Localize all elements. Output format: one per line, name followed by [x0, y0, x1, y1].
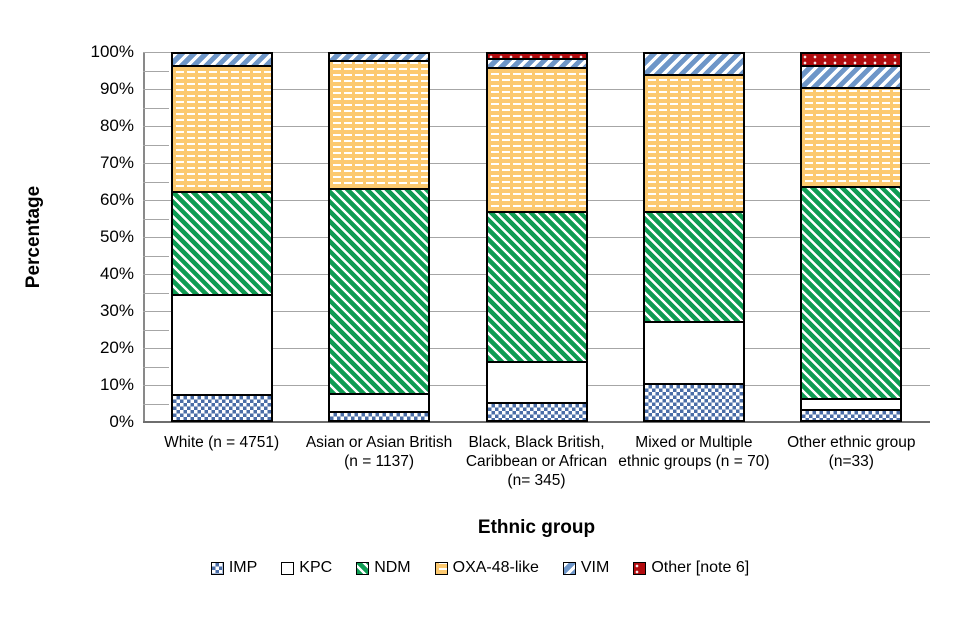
minor-tick	[143, 70, 169, 72]
legend-item-oxa-48-like: OXA-48-like	[434, 559, 539, 577]
segment-kpc	[330, 392, 429, 411]
legend-item-other-note-6-: Other [note 6]	[633, 559, 749, 577]
minor-tick	[143, 144, 169, 146]
segment-vim	[487, 57, 586, 67]
x-category-label: White (n = 4751)	[164, 434, 280, 451]
segment-ndm	[487, 211, 586, 362]
legend: IMP KPC NDM OXA-48-like VIM Other [note 6]	[0, 559, 960, 577]
plot-area	[143, 52, 930, 422]
segment-imp	[172, 394, 271, 420]
segment-oxa-48-like	[330, 59, 429, 188]
y-tick-label: 40%	[99, 264, 134, 283]
bar-3	[485, 52, 588, 422]
x-axis-line	[143, 421, 930, 423]
segment-oxa-48-like	[487, 66, 586, 212]
y-tick-label: 20%	[99, 338, 134, 357]
bar-2	[328, 52, 431, 422]
legend-label: IMP	[228, 559, 258, 576]
y-tick-label: 80%	[99, 116, 134, 135]
legend-swatch	[356, 561, 370, 575]
minor-tick	[143, 292, 169, 294]
x-category-label: Black, Black British, Caribbean or Afric…	[465, 434, 608, 489]
minor-tick	[143, 218, 169, 220]
segment-kpc	[644, 321, 743, 384]
y-tick-label: 10%	[99, 375, 134, 394]
segment-imp	[330, 410, 429, 420]
segment-oxa-48-like	[644, 74, 743, 212]
legend-label: NDM	[374, 559, 411, 576]
segment-vim	[172, 54, 271, 66]
minor-tick	[143, 107, 169, 109]
bar-1	[170, 52, 273, 422]
segment-vim	[644, 54, 743, 75]
y-tick-label: 100%	[90, 42, 134, 61]
y-tick-label: 90%	[99, 79, 134, 98]
legend-swatch	[562, 561, 576, 575]
x-category-label: Mixed or Multiple ethnic groups (n = 70)	[618, 434, 770, 470]
segment-other-note-6-	[802, 54, 901, 66]
segment-oxa-48-like	[172, 65, 271, 192]
segment-imp	[802, 409, 901, 420]
legend-item-imp: IMP	[210, 559, 258, 577]
segment-ndm	[644, 211, 743, 322]
segment-oxa-48-like	[802, 86, 901, 186]
legend-swatch	[434, 561, 448, 575]
minor-tick	[143, 366, 169, 368]
segment-kpc	[487, 361, 586, 402]
y-tick-label: 30%	[99, 301, 134, 320]
segment-ndm	[802, 185, 901, 399]
bar-5	[800, 52, 903, 422]
legend-swatch	[281, 561, 295, 575]
minor-tick	[143, 329, 169, 331]
y-tick-label: 60%	[99, 190, 134, 209]
segment-imp	[644, 383, 743, 420]
legend-label: OXA-48-like	[452, 559, 539, 576]
segment-kpc	[172, 293, 271, 395]
legend-swatch	[210, 561, 224, 575]
segment-imp	[487, 401, 586, 420]
segment-kpc	[802, 398, 901, 410]
legend-label: KPC	[299, 559, 333, 576]
segment-vim	[330, 54, 429, 60]
legend-swatch	[633, 561, 647, 575]
segment-ndm	[172, 191, 271, 294]
minor-tick	[143, 181, 169, 183]
minor-tick	[143, 255, 169, 257]
minor-tick	[143, 403, 169, 405]
x-category-label: Other ethnic group (n=33)	[787, 434, 916, 470]
segment-vim	[802, 65, 901, 87]
segment-ndm	[330, 187, 429, 393]
legend-label: VIM	[580, 559, 610, 576]
segment-other-note-6-	[487, 54, 586, 58]
legend-label: Other [note 6]	[651, 559, 750, 576]
x-category-label: Asian or Asian British (n = 1137)	[305, 434, 453, 470]
x-axis-title: Ethnic group	[477, 517, 596, 538]
legend-item-vim: VIM	[562, 559, 610, 577]
y-tick-label: 70%	[99, 153, 134, 172]
legend-item-kpc: KPC	[281, 559, 332, 577]
y-tick-label: 0%	[109, 412, 134, 431]
y-tick-label: 50%	[99, 227, 134, 246]
bar-4	[642, 52, 745, 422]
legend-item-ndm: NDM	[356, 559, 411, 577]
